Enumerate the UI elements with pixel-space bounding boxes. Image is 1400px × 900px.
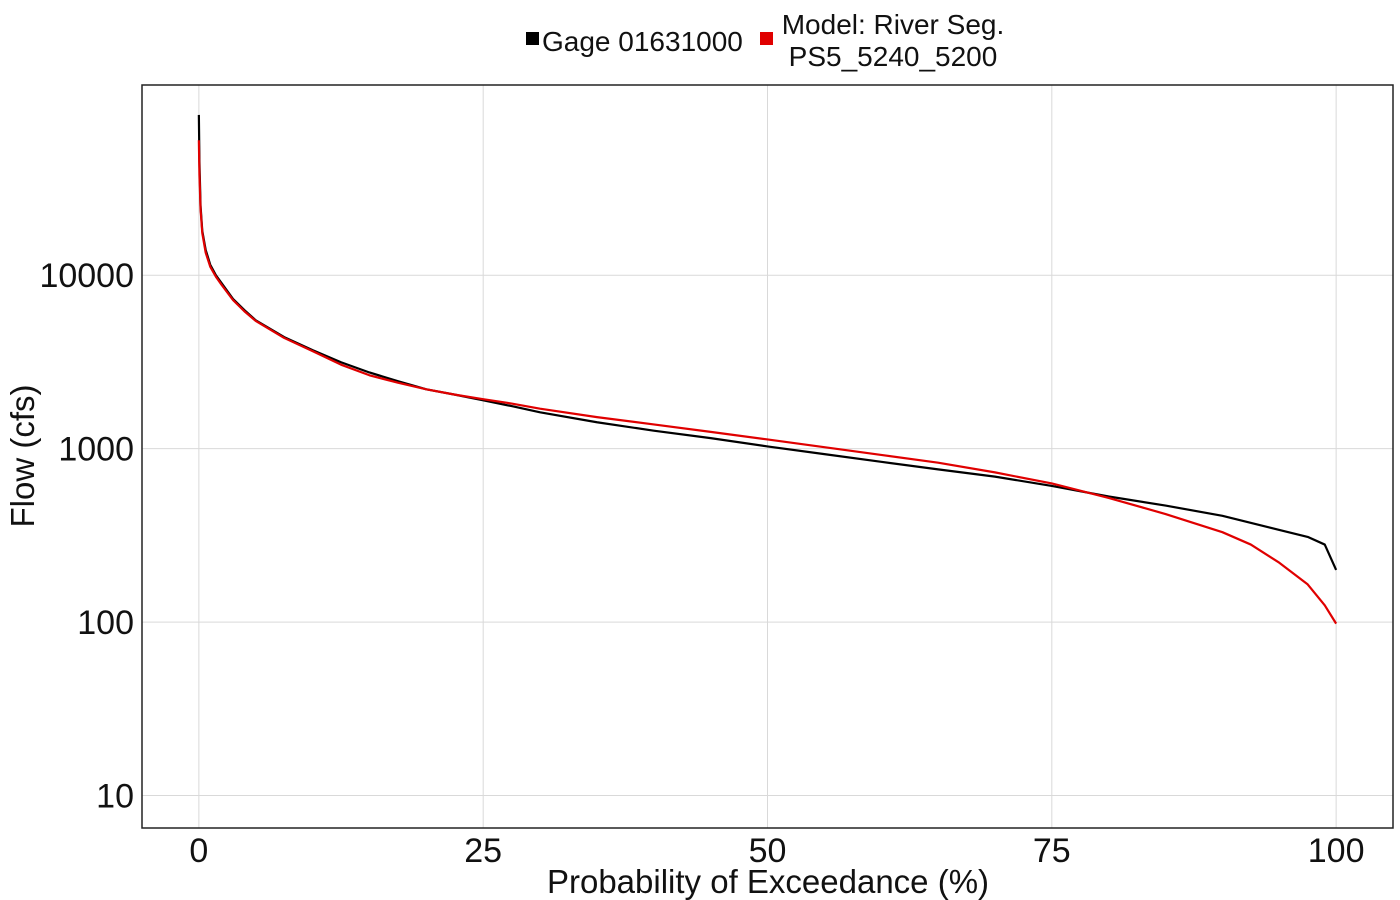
legend-swatch-model xyxy=(760,32,773,45)
x-axis-title: Probability of Exceedance (%) xyxy=(547,863,989,900)
x-tick-labels: 0 25 50 75 100 xyxy=(189,832,1364,870)
series-lines xyxy=(197,114,1338,625)
x-tick-label: 0 xyxy=(189,832,208,870)
plot-frame xyxy=(141,84,1394,829)
legend-swatch-gage xyxy=(526,32,539,45)
series-line-model xyxy=(197,140,1338,625)
legend-label-line: PS5_5240_5200 xyxy=(789,41,998,72)
legend: Gage 01631000 Model: River Seg. PS5_5240_… xyxy=(526,9,1004,72)
y-tick-label: 1000 xyxy=(58,431,134,469)
x-tick-label: 75 xyxy=(1033,832,1071,870)
x-tick-label: 50 xyxy=(749,832,787,870)
y-tick-label: 10000 xyxy=(39,257,134,295)
y-tick-label: 10 xyxy=(96,778,134,816)
x-tick-label: 100 xyxy=(1308,832,1365,870)
legend-label-model: Model: River Seg. PS5_5240_5200 xyxy=(782,9,1005,72)
y-tick-label: 100 xyxy=(77,604,134,642)
y-tick-labels: 10 100 1000 10000 xyxy=(39,257,134,815)
x-tick-label: 25 xyxy=(464,832,502,870)
grid-lines xyxy=(142,85,1393,828)
legend-label-line: Model: River Seg. xyxy=(782,9,1005,40)
y-axis-title: Flow (cfs) xyxy=(4,385,41,528)
legend-label-gage: Gage 01631000 xyxy=(542,26,743,57)
